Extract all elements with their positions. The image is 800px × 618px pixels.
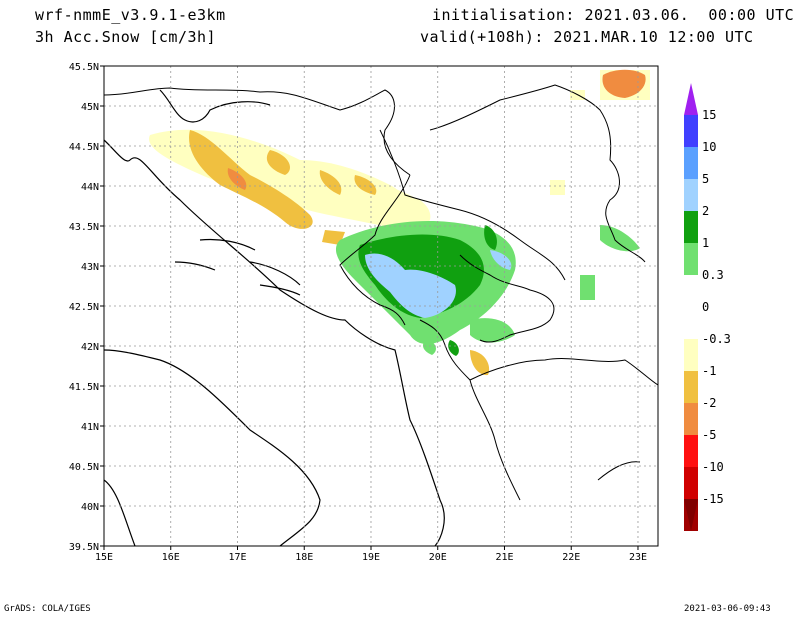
lon-tick-label: 17E	[228, 552, 246, 563]
colorbar-label: 0.3	[702, 268, 724, 282]
colorbar-swatch	[684, 435, 698, 467]
lat-tick-label: 45N	[81, 102, 99, 113]
initialisation-time: initialisation: 2021.03.06. 00:00 UTC	[432, 6, 795, 24]
country-borders	[103, 84, 659, 501]
colorbar-label: 5	[702, 172, 709, 186]
lat-tick-label: 41.5N	[69, 382, 99, 393]
colorbar-label: -15	[702, 492, 724, 506]
lat-tick-label: 40.5N	[69, 462, 99, 473]
coastlines	[103, 89, 445, 547]
snow-field-orange	[227, 69, 646, 190]
colorbar-label: -1	[702, 364, 716, 378]
colorbar-label: 2	[702, 204, 709, 218]
lon-tick-label: 15E	[95, 552, 113, 563]
grads-credit: GrADS: COLA/IGES	[4, 604, 91, 614]
colorbar-label: -2	[702, 396, 716, 410]
lon-tick-label: 21E	[495, 552, 513, 563]
colorbar-swatch	[684, 211, 698, 243]
map-area	[103, 65, 659, 547]
colorbar-swatch	[684, 371, 698, 403]
footer-timestamp: 2021-03-06-09:43	[684, 604, 771, 614]
colorbar-swatch	[684, 179, 698, 211]
colorbar-bottom-arrow	[684, 499, 698, 531]
colorbar-label: -10	[702, 460, 724, 474]
colorbar-swatch	[684, 115, 698, 147]
colorbar-swatch	[684, 467, 698, 499]
colorbar-label: 1	[702, 236, 709, 250]
colorbar-label: -5	[702, 428, 716, 442]
variable-title: 3h Acc.Snow [cm/3h]	[35, 28, 217, 46]
colorbar-swatch	[684, 243, 698, 275]
lon-tick-label: 19E	[362, 552, 380, 563]
model-title: wrf-nmmE_v3.9.1-e3km	[35, 6, 226, 24]
lat-tick-label: 41N	[81, 422, 99, 433]
latitude-axis: 45.5N 45N 44.5N 44N 43.5N 43N 42.5N 42N 41.5N 41N…	[69, 62, 104, 553]
colorbar-swatch	[684, 147, 698, 179]
lat-tick-label: 44N	[81, 182, 99, 193]
colorbar-swatch	[684, 339, 698, 371]
lat-tick-label: 43.5N	[69, 222, 99, 233]
lat-tick-label: 45.5N	[69, 62, 99, 73]
snow-field-lightblue	[365, 250, 512, 318]
valid-time: valid(+108h): 2021.MAR.10 12:00 UTC	[420, 28, 754, 46]
colorbar-label: -0.3	[702, 332, 731, 346]
lon-tick-label: 18E	[295, 552, 313, 563]
lat-tick-label: 44.5N	[69, 142, 99, 153]
lat-tick-label: 42N	[81, 342, 99, 353]
colorbar-swatch	[684, 275, 698, 339]
colorbar-label: 15	[702, 108, 716, 122]
lat-tick-label: 42.5N	[69, 302, 99, 313]
longitude-axis: 15E 16E 17E 18E 19E 20E 21E 22E 23E	[95, 546, 647, 563]
colorbar: 15 10 5 2 1 0.3 0 -0.3 -1 -2 -5 -10 -15	[684, 83, 731, 531]
lat-tick-label: 43N	[81, 262, 99, 273]
colorbar-top-arrow	[684, 83, 698, 115]
lon-tick-label: 23E	[629, 552, 647, 563]
colorbar-label: 10	[702, 140, 716, 154]
snow-field-orange-light	[189, 130, 490, 376]
lat-lon-grid	[104, 66, 658, 546]
lon-tick-label: 22E	[562, 552, 580, 563]
lon-tick-label: 20E	[429, 552, 447, 563]
colorbar-label: 0	[702, 300, 709, 314]
lon-tick-label: 16E	[162, 552, 180, 563]
lat-tick-label: 40N	[81, 502, 99, 513]
lat-tick-label: 39.5N	[69, 542, 99, 553]
colorbar-swatch	[684, 403, 698, 435]
